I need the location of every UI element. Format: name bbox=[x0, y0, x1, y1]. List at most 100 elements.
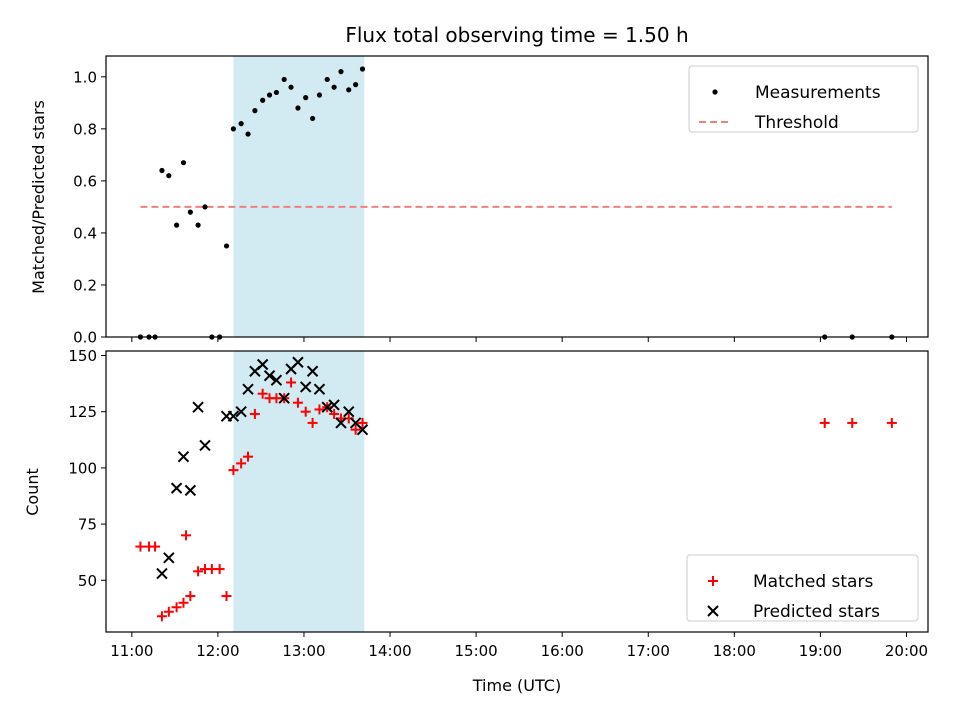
bottom-y-tick-label: 100 bbox=[68, 459, 97, 477]
predicted-stars-point-d2 bbox=[306, 365, 319, 377]
measurements-point-shape bbox=[266, 92, 273, 98]
predicted-stars-point bbox=[199, 439, 211, 452]
bottom-legend-label: Predicted stars bbox=[753, 602, 880, 622]
top-legend-label: Threshold bbox=[754, 113, 839, 133]
bottom-legend-swatch-d2 bbox=[707, 605, 719, 617]
measurements-point bbox=[260, 97, 266, 103]
predicted-stars-point-d2 bbox=[163, 552, 175, 564]
measurements-point-shape bbox=[180, 160, 187, 166]
x-tick-label: 17:00 bbox=[627, 642, 670, 660]
measurements-point bbox=[202, 204, 208, 210]
bottom-y-tick-label: 75 bbox=[78, 516, 97, 534]
bottom-y-axis-label: Count bbox=[23, 468, 42, 516]
predicted-stars-point bbox=[163, 552, 175, 564]
predicted-stars-point bbox=[235, 405, 247, 418]
predicted-stars-point-d2 bbox=[242, 383, 254, 395]
measurements-point-shape bbox=[260, 97, 266, 103]
predicted-stars-point bbox=[242, 383, 254, 395]
matched-stars-point bbox=[286, 377, 297, 388]
predicted-stars-point bbox=[299, 381, 312, 393]
matched-stars-point bbox=[819, 417, 830, 428]
measurements-point bbox=[346, 87, 352, 93]
measurements-point-shape bbox=[223, 243, 230, 249]
predicted-stars-point bbox=[292, 356, 304, 368]
measurements-point-shape bbox=[252, 108, 258, 114]
predicted-stars-point bbox=[263, 370, 276, 382]
matched-stars-point bbox=[847, 417, 858, 428]
predicted-stars-point bbox=[306, 365, 319, 377]
matched-stars-point bbox=[314, 404, 325, 415]
predicted-stars-point-d2 bbox=[278, 392, 290, 404]
predicted-stars-point bbox=[343, 405, 355, 418]
measurements-point bbox=[281, 76, 287, 83]
predicted-stars-point-d2 bbox=[199, 439, 211, 452]
predicted-stars-point-d2 bbox=[270, 374, 283, 386]
matched-stars-point bbox=[236, 458, 247, 469]
top-legend-box bbox=[688, 65, 919, 133]
x-tick-label: 20:00 bbox=[885, 642, 928, 660]
matched-stars-point bbox=[243, 451, 254, 462]
x-tick-label: 16:00 bbox=[541, 642, 584, 660]
predicted-stars-point bbox=[313, 383, 326, 395]
predicted-stars-point bbox=[321, 401, 333, 413]
top-y-tick-label: 0.6 bbox=[73, 172, 97, 190]
matched-stars-point bbox=[163, 606, 174, 617]
predicted-stars-point-d2 bbox=[328, 399, 340, 411]
measurements-point-shape bbox=[303, 95, 309, 101]
measurements-point-shape bbox=[346, 87, 352, 93]
matched-stars-point bbox=[156, 611, 167, 622]
matched-stars-point bbox=[357, 417, 368, 428]
bottom-legend-box bbox=[686, 554, 919, 622]
predicted-stars-point-d2 bbox=[343, 405, 355, 418]
predicted-stars-point bbox=[177, 450, 190, 463]
x-tick-label: 12:00 bbox=[196, 642, 239, 660]
measurements-point bbox=[252, 108, 258, 114]
matched-stars-point bbox=[185, 591, 196, 602]
measurements-point bbox=[245, 131, 251, 137]
measurements-point-shape bbox=[331, 84, 337, 90]
bottom-legend-label: Matched stars bbox=[753, 572, 873, 592]
matched-stars-point bbox=[329, 408, 340, 419]
matched-stars-point bbox=[178, 597, 189, 608]
matched-stars-point bbox=[300, 406, 311, 417]
bottom-axes-frame bbox=[105, 350, 929, 633]
predicted-stars-point-d2 bbox=[313, 383, 326, 395]
matched-stars-point bbox=[181, 530, 192, 541]
predicted-stars-point bbox=[156, 567, 168, 580]
measurements-point-shape bbox=[359, 66, 366, 72]
matched-stars-point bbox=[307, 417, 318, 428]
predicted-stars-point-d2 bbox=[184, 484, 197, 497]
matched-stars-point bbox=[150, 541, 161, 552]
measurements-point-shape bbox=[281, 76, 287, 83]
measurements-point-shape bbox=[230, 126, 236, 132]
x-tick-label: 15:00 bbox=[454, 642, 497, 660]
predicted-stars-point-d2 bbox=[227, 410, 240, 422]
predicted-stars-point-d2 bbox=[349, 417, 362, 429]
bottom-legend-swatch bbox=[708, 576, 718, 586]
matched-stars-point bbox=[135, 541, 146, 552]
top-y-axis-label: Matched/Predicted stars bbox=[29, 100, 48, 294]
measurements-point-shape bbox=[166, 173, 172, 179]
top-axes-frame bbox=[105, 55, 929, 338]
measurements-point-shape bbox=[245, 131, 251, 137]
x-tick-label: 19:00 bbox=[799, 642, 842, 660]
matched-stars-point bbox=[257, 388, 268, 399]
measurements-point bbox=[195, 222, 201, 228]
predicted-stars-point bbox=[184, 484, 197, 497]
measurements-point-shape bbox=[316, 92, 323, 98]
predicted-stars-point bbox=[328, 399, 340, 411]
predicted-stars-point-d2 bbox=[256, 358, 269, 371]
predicted-stars-point-d2 bbox=[177, 450, 190, 463]
top-y-tick-label: 0.2 bbox=[73, 276, 97, 294]
predicted-stars-point bbox=[335, 417, 347, 429]
measurements-point bbox=[230, 126, 236, 132]
x-axis-label: Time (UTC) bbox=[472, 676, 561, 695]
measurements-point bbox=[324, 76, 330, 83]
matched-stars-point bbox=[886, 417, 897, 428]
x-tick-label: 18:00 bbox=[713, 642, 756, 660]
top-panel: 0.0 0.2 0.4 0.6 0.8 1.0 Measurements Threshold bbox=[73, 55, 929, 347]
measurements-point-shape bbox=[173, 222, 180, 228]
measurements-point bbox=[173, 222, 180, 228]
predicted-stars-point bbox=[227, 410, 240, 422]
